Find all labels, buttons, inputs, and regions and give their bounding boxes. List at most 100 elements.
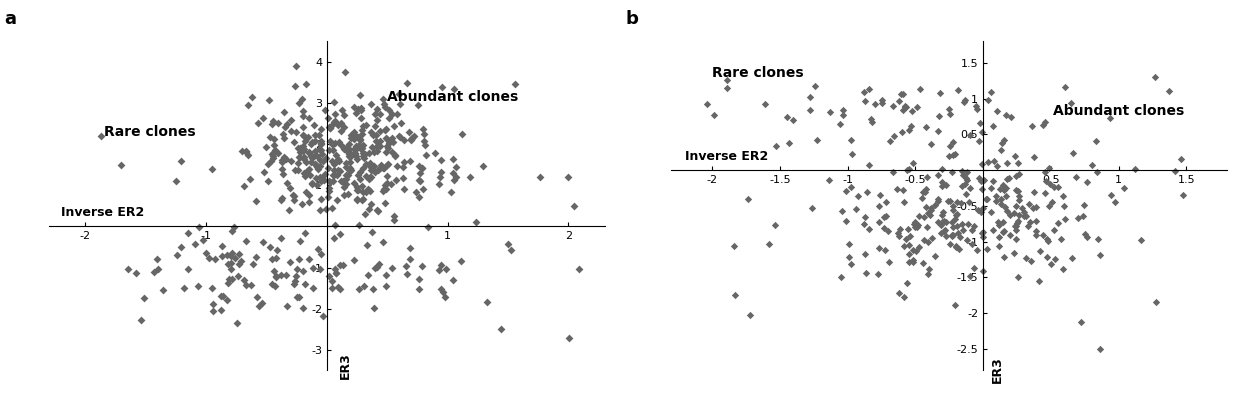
Point bbox=[936, 219, 956, 226]
Point bbox=[1041, 261, 1061, 267]
Point bbox=[379, 138, 399, 144]
Point bbox=[968, 206, 988, 213]
Point bbox=[1039, 203, 1058, 209]
Point bbox=[953, 227, 973, 233]
Point bbox=[992, 196, 1011, 202]
Point bbox=[453, 131, 473, 137]
Point bbox=[210, 292, 230, 299]
Point bbox=[898, 226, 917, 233]
Point bbox=[366, 264, 386, 271]
Point bbox=[912, 195, 932, 201]
Point bbox=[855, 98, 875, 104]
Point bbox=[339, 146, 359, 152]
Point bbox=[335, 181, 355, 187]
Point bbox=[531, 174, 551, 181]
Point bbox=[295, 281, 314, 287]
Point bbox=[969, 119, 989, 126]
Point bbox=[254, 115, 274, 121]
Point bbox=[323, 177, 343, 184]
Point bbox=[111, 162, 131, 169]
Point bbox=[1042, 199, 1062, 206]
Point bbox=[1006, 173, 1026, 179]
Text: Rare clones: Rare clones bbox=[104, 125, 196, 139]
Point bbox=[373, 165, 392, 171]
Point bbox=[431, 157, 451, 163]
Point bbox=[906, 248, 926, 254]
Point bbox=[884, 133, 904, 139]
Point bbox=[240, 282, 260, 288]
Point bbox=[349, 286, 369, 293]
Point bbox=[1088, 236, 1108, 242]
Point bbox=[943, 232, 963, 238]
Point bbox=[284, 280, 303, 287]
Point bbox=[990, 186, 1010, 192]
Point bbox=[334, 184, 354, 190]
Point bbox=[946, 150, 966, 157]
Point bbox=[394, 175, 413, 181]
Point bbox=[292, 96, 312, 102]
Point bbox=[1114, 185, 1134, 191]
Point bbox=[355, 189, 375, 196]
Point bbox=[322, 141, 342, 147]
Text: a: a bbox=[4, 10, 16, 28]
Point bbox=[987, 108, 1006, 115]
Point bbox=[264, 118, 284, 124]
Point bbox=[1009, 197, 1029, 203]
Point bbox=[1049, 220, 1068, 226]
Point bbox=[1026, 232, 1046, 238]
Point bbox=[1026, 228, 1046, 234]
Point bbox=[344, 180, 364, 186]
Point bbox=[321, 137, 340, 144]
Point bbox=[303, 265, 323, 271]
Point bbox=[333, 262, 353, 269]
Point bbox=[339, 166, 359, 172]
Point bbox=[296, 158, 316, 165]
Point bbox=[296, 138, 316, 144]
Point bbox=[234, 183, 254, 190]
Point bbox=[943, 139, 963, 145]
Point bbox=[901, 108, 921, 114]
Point bbox=[324, 161, 344, 167]
Point bbox=[218, 279, 238, 286]
Point bbox=[1075, 230, 1094, 237]
Point bbox=[977, 246, 997, 252]
Point bbox=[1125, 166, 1145, 172]
Point bbox=[855, 270, 875, 276]
Point bbox=[297, 167, 317, 174]
Point bbox=[932, 179, 952, 186]
Point bbox=[358, 186, 378, 192]
Point bbox=[916, 224, 936, 230]
Point bbox=[366, 106, 386, 112]
Point bbox=[1075, 202, 1094, 208]
Point bbox=[956, 175, 976, 181]
Point bbox=[777, 114, 797, 120]
Point bbox=[413, 131, 433, 137]
Point bbox=[306, 160, 326, 167]
Point bbox=[491, 325, 511, 332]
Point bbox=[410, 286, 430, 292]
Point bbox=[296, 189, 316, 195]
Point bbox=[322, 285, 342, 292]
Point bbox=[371, 162, 391, 169]
Point bbox=[904, 221, 924, 227]
Text: ER3: ER3 bbox=[339, 352, 352, 378]
Point bbox=[254, 169, 274, 175]
Point bbox=[961, 185, 980, 191]
Point bbox=[820, 109, 839, 115]
Point bbox=[322, 158, 342, 164]
Point bbox=[1063, 149, 1083, 156]
Point bbox=[917, 174, 937, 180]
Point bbox=[379, 115, 399, 122]
Point bbox=[363, 132, 383, 139]
Point bbox=[323, 171, 343, 178]
Point bbox=[907, 223, 927, 229]
Point bbox=[857, 189, 877, 196]
Point bbox=[983, 122, 1003, 129]
Point bbox=[350, 137, 370, 143]
Point bbox=[381, 181, 401, 187]
Point bbox=[251, 299, 271, 306]
Point bbox=[311, 207, 331, 213]
Point bbox=[339, 141, 359, 147]
Point bbox=[1054, 265, 1073, 272]
Point bbox=[989, 234, 1009, 240]
